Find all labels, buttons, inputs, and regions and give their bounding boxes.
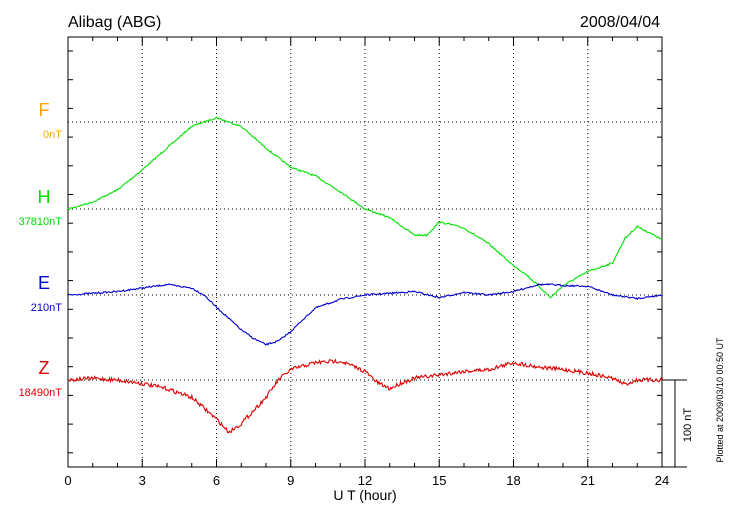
plotted-note: Plotted at 2009/03/10 00:50 UT — [715, 337, 725, 463]
frame-ticks — [67, 37, 663, 467]
series-name-h: H — [38, 187, 51, 207]
series-baseline-h: 37810nT — [19, 216, 63, 228]
x-tick-labels: 0 3 6 9 12 15 18 21 24 — [64, 473, 669, 488]
series-baseline-f: 0nT — [43, 129, 62, 141]
x-tick-label: 24 — [655, 473, 669, 488]
series-name-e: E — [38, 273, 50, 293]
x-tick-label: 6 — [213, 473, 220, 488]
chart-date: 2008/04/04 — [580, 14, 660, 31]
series-name-z: Z — [39, 358, 50, 378]
grid-lines — [68, 37, 662, 467]
x-tick-label: 18 — [506, 473, 520, 488]
series-name-f: F — [39, 100, 50, 120]
series-line-z — [67, 358, 663, 434]
series-lines — [67, 116, 663, 434]
scale-bar: 100 nT — [662, 379, 694, 468]
x-tick-label: 3 — [139, 473, 146, 488]
scale-bar-label: 100 nT — [682, 408, 694, 443]
series-baseline-z: 18490nT — [19, 387, 63, 399]
series-line-h — [67, 116, 663, 299]
x-tick-label: 0 — [64, 473, 71, 488]
x-tick-label: 12 — [358, 473, 372, 488]
station-title: Alibag (ABG) — [68, 14, 161, 31]
series-line-e — [67, 283, 663, 346]
x-tick-label: 9 — [287, 473, 294, 488]
x-axis-label: U T (hour) — [333, 487, 396, 503]
x-tick-label: 21 — [581, 473, 595, 488]
series-baseline-e: 210nT — [31, 302, 62, 314]
x-tick-label: 15 — [432, 473, 446, 488]
series-labels: F 0nT H 37810nT E 210nT Z 18490nT — [19, 100, 63, 399]
